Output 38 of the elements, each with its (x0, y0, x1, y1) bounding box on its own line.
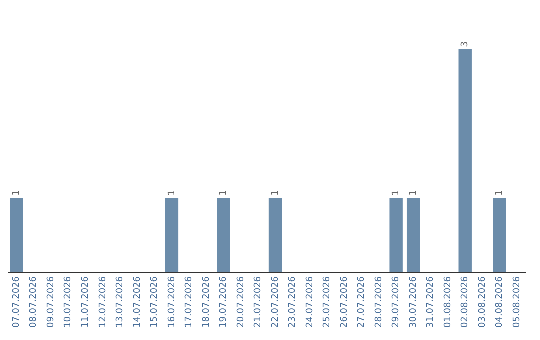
x-tick-label: 05.08.2026 (512, 276, 522, 328)
x-tick-label: 14.07.2026 (132, 276, 143, 328)
x-tick-label: 04.08.2026 (495, 276, 506, 328)
x-tick-label: 21.07.2026 (254, 276, 264, 328)
x-tick-label: 20.07.2026 (236, 276, 246, 328)
x-tick-label: 29.07.2026 (392, 276, 402, 328)
x-tick-label: 25.07.2026 (322, 276, 333, 328)
x-tick-label: 08.07.2026 (29, 276, 40, 328)
x-tick-label: 26.07.2026 (340, 276, 350, 328)
data-label: 1 (495, 190, 506, 196)
x-tick-label: 22.07.2026 (270, 276, 281, 328)
data-label: 1 (167, 190, 178, 196)
x-tick-label: 31.07.2026 (426, 276, 436, 328)
x-tick-label: 07.07.2026 (12, 276, 22, 328)
x-tick-label: 18.07.2026 (202, 276, 212, 328)
data-label: 1 (392, 190, 402, 196)
x-tick-label: 17.07.2026 (184, 276, 195, 328)
x-tick-label: 30.07.2026 (408, 276, 419, 328)
x-tick-label: 11.07.2026 (81, 276, 92, 328)
x-tick-label: 13.07.2026 (116, 276, 126, 328)
data-label: 3 (460, 41, 471, 48)
x-tick-label: 12.07.2026 (98, 276, 108, 328)
data-label: 1 (270, 190, 281, 196)
x-tick-label: 23.07.2026 (288, 276, 298, 328)
data-label: 1 (408, 190, 419, 196)
x-tick-label: 09.07.2026 (46, 276, 56, 328)
data-label: 1 (219, 190, 230, 196)
x-tick-label: 28.07.2026 (374, 276, 384, 328)
x-tick-label: 15.07.2026 (150, 276, 160, 328)
x-tick-label: 27.07.2026 (357, 276, 368, 328)
x-tick-label: 19.07.2026 (219, 276, 230, 328)
x-tick-label: 03.08.2026 (478, 276, 488, 328)
x-tick-label: 02.08.2026 (460, 276, 471, 328)
x-tick-label: 01.08.2026 (443, 276, 454, 328)
x-tick-label: 24.07.2026 (305, 276, 316, 328)
data-label: 1 (12, 190, 22, 196)
x-tick-label: 16.07.2026 (167, 276, 178, 328)
x-tick-label: 10.07.2026 (64, 276, 74, 328)
